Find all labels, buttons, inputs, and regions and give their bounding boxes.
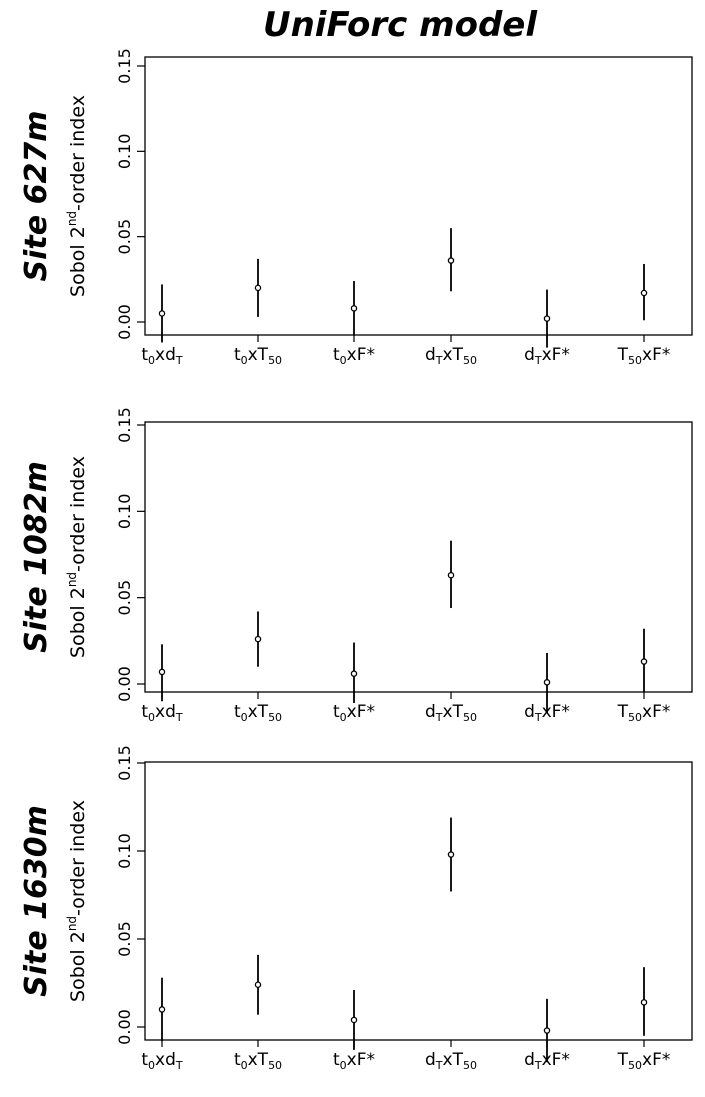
y-tick-label: 0.00 bbox=[115, 666, 134, 702]
x-category-label: dTxT50 bbox=[425, 1050, 477, 1072]
data-point bbox=[447, 571, 455, 579]
data-point bbox=[254, 635, 262, 643]
x-category-label: t0xT50 bbox=[234, 345, 282, 367]
y-tick-label: 0.05 bbox=[115, 580, 134, 616]
plot-frame bbox=[144, 761, 693, 1041]
data-point bbox=[640, 658, 648, 665]
data-point bbox=[254, 284, 262, 292]
x-category-label: t0xF* bbox=[333, 702, 375, 724]
data-point bbox=[350, 670, 358, 677]
site-label: Site 1630m bbox=[19, 805, 54, 997]
figure-title: UniForc model bbox=[263, 5, 538, 45]
data-point bbox=[543, 315, 551, 322]
y-tick-label: 0.10 bbox=[115, 494, 134, 530]
y-tick-label: 0.15 bbox=[115, 745, 134, 781]
y-tick-label: 0.10 bbox=[115, 134, 134, 170]
x-category-label: t0xdT bbox=[141, 1050, 183, 1072]
panel-2: 0.00 0.05 0.10 0.15 t0xdT t0xT50 t0xF* dTxT50 dT… bbox=[19, 407, 693, 724]
data-point bbox=[350, 305, 358, 312]
y-tick-label: 0.00 bbox=[115, 304, 134, 340]
y-tick-label: 0.05 bbox=[115, 921, 134, 957]
y-tick-label: 0.00 bbox=[115, 1009, 134, 1045]
plot-frame bbox=[144, 56, 693, 336]
data-point bbox=[640, 289, 648, 297]
y-axis-label: Sobol 2nd-order index bbox=[65, 456, 89, 658]
data-point bbox=[447, 257, 455, 264]
x-category-label: dTxF* bbox=[524, 345, 570, 367]
x-category-label: dTxT50 bbox=[425, 702, 477, 724]
y-axis-label: Sobol 2nd-order index bbox=[65, 95, 89, 297]
x-category-label: t0xdT bbox=[141, 702, 183, 724]
x-category-label: t0xF* bbox=[333, 345, 375, 367]
y-tick-label: 0.15 bbox=[115, 407, 134, 443]
data-point bbox=[158, 668, 166, 676]
site-label: Site 1082m bbox=[19, 461, 54, 653]
data-point bbox=[254, 981, 262, 989]
x-category-label: t0xT50 bbox=[234, 702, 282, 724]
x-category-label: T50xF* bbox=[617, 345, 671, 367]
x-category-label: t0xT50 bbox=[234, 1050, 282, 1072]
data-point bbox=[640, 999, 648, 1006]
x-category-label: t0xdT bbox=[141, 345, 183, 367]
x-category-label: T50xF* bbox=[617, 702, 671, 724]
x-category-label: dTxT50 bbox=[425, 345, 477, 367]
data-point bbox=[543, 679, 551, 686]
data-point bbox=[158, 1006, 166, 1013]
plot-frame bbox=[144, 421, 693, 693]
site-label: Site 627m bbox=[19, 111, 54, 282]
data-point bbox=[350, 1016, 358, 1024]
y-tick-label: 0.15 bbox=[115, 48, 134, 84]
x-category-label: dTxF* bbox=[524, 1050, 570, 1072]
y-tick-label: 0.05 bbox=[115, 219, 134, 255]
x-category-label: T50xF* bbox=[617, 1050, 671, 1072]
data-point bbox=[543, 1027, 551, 1034]
y-axis-label: Sobol 2nd-order index bbox=[65, 800, 89, 1002]
x-category-label: t0xF* bbox=[333, 1050, 375, 1072]
y-tick-label: 0.10 bbox=[115, 833, 134, 869]
data-point bbox=[158, 310, 166, 317]
panel-1: 0.00 0.05 0.10 0.15 t0xdT t0xT50 t0xF* dTxT50 dT… bbox=[19, 48, 693, 367]
x-category-label: dTxF* bbox=[524, 702, 570, 724]
data-point bbox=[447, 851, 455, 858]
panel-3: 0.00 0.05 0.10 0.15 t0xdT t0xT50 t0xF* dTxT50 dT… bbox=[19, 745, 693, 1072]
